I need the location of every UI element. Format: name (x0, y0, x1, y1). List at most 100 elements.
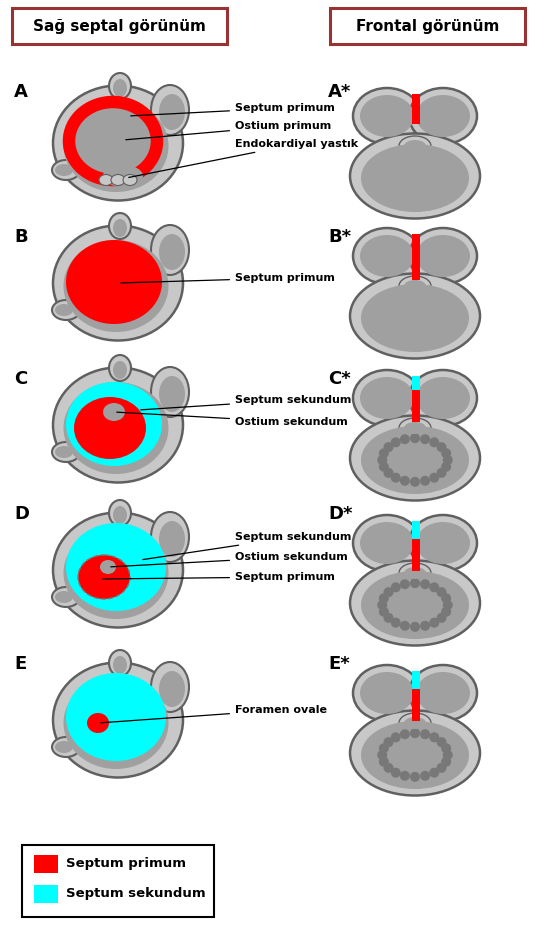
Circle shape (384, 442, 394, 452)
FancyBboxPatch shape (12, 8, 227, 44)
Circle shape (400, 771, 410, 781)
Text: A: A (14, 83, 28, 101)
Ellipse shape (66, 240, 162, 324)
Ellipse shape (404, 140, 426, 152)
Ellipse shape (52, 442, 80, 462)
Circle shape (377, 750, 388, 760)
Ellipse shape (63, 677, 168, 769)
Ellipse shape (416, 377, 470, 419)
Circle shape (420, 579, 430, 590)
Circle shape (384, 738, 394, 747)
Text: Septum primum: Septum primum (103, 572, 335, 582)
Text: B: B (14, 228, 28, 246)
Circle shape (437, 468, 447, 478)
Ellipse shape (109, 355, 131, 381)
Circle shape (441, 743, 451, 754)
Circle shape (391, 768, 401, 778)
Circle shape (377, 455, 388, 465)
Ellipse shape (103, 403, 125, 421)
Ellipse shape (63, 100, 168, 192)
Text: Foramen ovale: Foramen ovale (101, 705, 327, 723)
Ellipse shape (360, 672, 414, 714)
Ellipse shape (113, 656, 127, 674)
Ellipse shape (87, 713, 109, 733)
Circle shape (391, 732, 401, 742)
Ellipse shape (100, 560, 116, 574)
Circle shape (420, 771, 430, 781)
Circle shape (379, 593, 389, 603)
Text: E: E (14, 655, 26, 673)
Circle shape (437, 442, 447, 452)
Circle shape (410, 728, 420, 739)
Ellipse shape (66, 523, 166, 611)
Circle shape (441, 448, 451, 458)
Text: D: D (14, 505, 29, 523)
Text: Sağ septal görünüm: Sağ septal görünüm (33, 19, 206, 34)
Text: Ostium sekundum: Ostium sekundum (111, 552, 348, 567)
Ellipse shape (151, 85, 189, 135)
Ellipse shape (404, 717, 426, 729)
Ellipse shape (353, 88, 421, 144)
Ellipse shape (55, 446, 73, 458)
Circle shape (420, 729, 430, 739)
Circle shape (443, 600, 453, 610)
Circle shape (429, 473, 439, 482)
Ellipse shape (350, 134, 480, 219)
Ellipse shape (361, 426, 469, 494)
Circle shape (441, 593, 451, 603)
Circle shape (400, 476, 410, 486)
Ellipse shape (99, 174, 113, 186)
Ellipse shape (404, 422, 426, 434)
Text: D*: D* (328, 505, 353, 523)
Circle shape (391, 582, 401, 593)
Ellipse shape (409, 88, 477, 144)
Ellipse shape (416, 672, 470, 714)
Text: Ostium primum: Ostium primum (126, 121, 331, 139)
Circle shape (384, 587, 394, 597)
Ellipse shape (361, 144, 469, 212)
Ellipse shape (55, 304, 73, 316)
Ellipse shape (52, 587, 80, 607)
Ellipse shape (55, 741, 73, 753)
Ellipse shape (111, 174, 125, 186)
Ellipse shape (361, 571, 469, 639)
Ellipse shape (53, 512, 183, 627)
Ellipse shape (399, 563, 431, 583)
Circle shape (384, 613, 394, 623)
Ellipse shape (409, 665, 477, 721)
Text: Septum primum: Septum primum (121, 273, 335, 283)
Circle shape (410, 477, 420, 487)
Text: Ostium sekundum: Ostium sekundum (117, 413, 348, 427)
Circle shape (437, 613, 447, 623)
Circle shape (429, 618, 439, 627)
Circle shape (441, 756, 451, 767)
Ellipse shape (159, 94, 185, 130)
Circle shape (443, 455, 453, 465)
Bar (412, 521, 420, 539)
Text: B*: B* (328, 228, 351, 246)
Ellipse shape (113, 361, 127, 379)
Ellipse shape (53, 86, 183, 201)
Circle shape (384, 468, 394, 478)
Circle shape (377, 600, 388, 610)
Text: Frontal görünüm: Frontal görünüm (356, 19, 499, 34)
FancyBboxPatch shape (22, 845, 214, 917)
Ellipse shape (66, 673, 166, 761)
Circle shape (420, 476, 430, 486)
Ellipse shape (399, 713, 431, 733)
Ellipse shape (151, 662, 189, 712)
Ellipse shape (159, 671, 185, 707)
Circle shape (379, 607, 389, 617)
Ellipse shape (63, 527, 168, 619)
Text: Septum sekundum: Septum sekundum (141, 395, 352, 410)
Ellipse shape (52, 737, 80, 757)
Circle shape (429, 437, 439, 447)
Circle shape (379, 448, 389, 458)
Ellipse shape (360, 95, 414, 137)
Circle shape (437, 587, 447, 597)
Ellipse shape (52, 160, 80, 180)
FancyBboxPatch shape (330, 8, 525, 44)
Bar (412, 94, 420, 124)
Ellipse shape (55, 591, 73, 603)
Ellipse shape (409, 515, 477, 571)
